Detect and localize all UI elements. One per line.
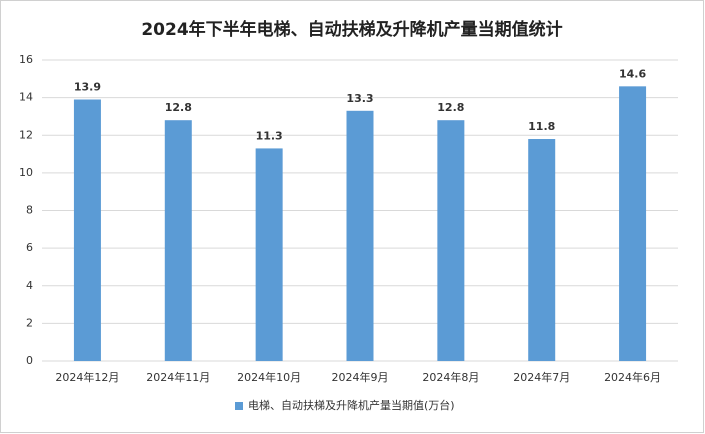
bar: [528, 139, 556, 361]
x-tick-label: 2024年8月: [422, 370, 479, 384]
data-label: 13.9: [74, 81, 101, 94]
y-tick-label: 8: [26, 204, 33, 217]
x-tick-label: 2024年10月: [237, 370, 301, 384]
bar: [346, 110, 374, 361]
data-label: 12.8: [437, 101, 464, 114]
chart-title: 2024年下半年电梯、自动扶梯及升降机产量当期值统计: [141, 19, 562, 40]
data-label: 14.6: [619, 67, 646, 80]
y-tick-label: 2: [26, 316, 33, 329]
bar: [73, 99, 101, 361]
legend-swatch: [235, 402, 243, 410]
y-tick-label: 10: [19, 166, 33, 179]
data-label: 11.3: [256, 129, 283, 142]
bar: [255, 148, 283, 361]
y-tick-label: 16: [19, 53, 33, 66]
y-tick-label: 0: [26, 354, 33, 367]
y-tick-label: 12: [19, 128, 33, 141]
x-tick-label: 2024年11月: [146, 370, 210, 384]
x-tick-label: 2024年12月: [55, 370, 119, 384]
data-label: 12.8: [165, 101, 192, 114]
bar: [619, 86, 647, 362]
y-tick-label: 14: [19, 91, 33, 104]
data-label: 13.3: [346, 92, 373, 105]
data-label: 11.8: [528, 120, 555, 133]
x-tick-label: 2024年7月: [513, 370, 570, 384]
y-tick-label: 4: [26, 279, 33, 292]
legend-label: 电梯、自动扶梯及升降机产量当期值(万台): [248, 398, 455, 412]
y-tick-label: 6: [26, 241, 33, 254]
x-tick-label: 2024年9月: [332, 370, 389, 384]
x-tick-label: 2024年6月: [604, 370, 661, 384]
bar: [437, 120, 465, 361]
bar: [164, 120, 192, 361]
